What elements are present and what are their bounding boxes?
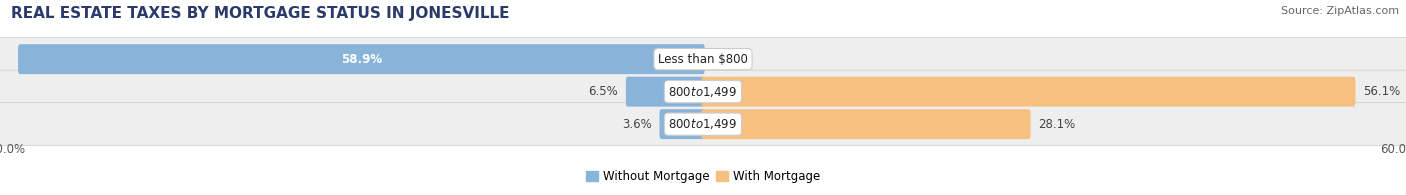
Text: 0.0%: 0.0% (713, 53, 742, 66)
Text: 56.1%: 56.1% (1362, 85, 1400, 98)
Text: Source: ZipAtlas.com: Source: ZipAtlas.com (1281, 6, 1399, 16)
Text: 6.5%: 6.5% (589, 85, 619, 98)
Text: 58.9%: 58.9% (340, 53, 382, 66)
FancyBboxPatch shape (0, 70, 1406, 113)
FancyBboxPatch shape (626, 77, 704, 107)
FancyBboxPatch shape (659, 109, 704, 139)
FancyBboxPatch shape (18, 44, 704, 74)
FancyBboxPatch shape (702, 77, 1355, 107)
Text: Less than $800: Less than $800 (658, 53, 748, 66)
FancyBboxPatch shape (0, 38, 1406, 81)
Legend: Without Mortgage, With Mortgage: Without Mortgage, With Mortgage (581, 166, 825, 188)
FancyBboxPatch shape (702, 109, 1031, 139)
Text: $800 to $1,499: $800 to $1,499 (668, 117, 738, 131)
Text: $800 to $1,499: $800 to $1,499 (668, 85, 738, 99)
FancyBboxPatch shape (0, 103, 1406, 146)
Text: 3.6%: 3.6% (623, 118, 652, 131)
Text: REAL ESTATE TAXES BY MORTGAGE STATUS IN JONESVILLE: REAL ESTATE TAXES BY MORTGAGE STATUS IN … (11, 6, 510, 21)
Text: 28.1%: 28.1% (1038, 118, 1076, 131)
